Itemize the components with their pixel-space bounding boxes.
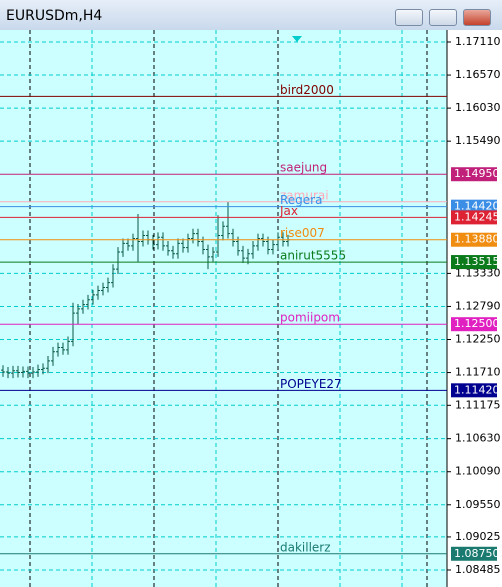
ohlc-bar [136, 214, 140, 262]
ohlc-bar [51, 346, 55, 366]
price-label-box [451, 232, 497, 247]
price-label-box [451, 317, 497, 332]
y-tick-label: 1.12250 [455, 333, 501, 346]
shift-marker [292, 36, 302, 42]
price-label: 1.12500 [454, 317, 500, 330]
y-tick-label: 1.13330 [455, 266, 501, 279]
ohlc-bar [21, 366, 25, 378]
ohlc-bar [121, 238, 125, 257]
ohlc-bar [191, 228, 195, 244]
ohlc-bar [211, 247, 215, 262]
ohlc-bar [231, 228, 235, 247]
ohlc-bar [276, 232, 280, 250]
ohlc-bar [6, 367, 10, 379]
ohlc-bar [106, 277, 110, 293]
ohlc-bar [46, 356, 50, 374]
y-tick-label: 1.11710 [455, 366, 501, 379]
level-name: pomiipom [280, 311, 340, 325]
price-label: 1.13880 [454, 233, 500, 246]
ohlc-bar [96, 285, 100, 300]
price-label-box [451, 546, 497, 561]
maximize-button[interactable] [429, 9, 457, 26]
ohlc-bar [186, 233, 190, 253]
ohlc-bar [256, 233, 260, 251]
ohlc-bar [141, 230, 145, 247]
ohlc-bar [101, 282, 105, 296]
ohlc-bar [56, 342, 60, 357]
ohlc-bar [16, 365, 20, 378]
ohlc-bar [206, 244, 210, 270]
ohlc-bar [241, 245, 245, 263]
ohlc-bar [11, 365, 15, 379]
ohlc-bar [61, 342, 65, 355]
y-tick-label: 1.12790 [455, 299, 501, 312]
price-label-box [451, 255, 497, 270]
y-tick-label: 1.09025 [455, 530, 501, 543]
price-label-box [451, 167, 497, 182]
plot-background [0, 30, 447, 587]
price-label-box [451, 210, 497, 225]
price-label: 1.14420 [454, 200, 500, 213]
y-tick-label: 1.10090 [455, 465, 501, 478]
y-tick-label: 1.09550 [455, 498, 501, 511]
y-tick-label: 1.17110 [455, 35, 501, 48]
ohlc-bar [221, 221, 225, 241]
ohlc-bar [131, 233, 135, 251]
ohlc-bar [271, 239, 275, 255]
ohlc-bar [1, 365, 5, 377]
y-tick-label: 1.11175 [455, 398, 501, 411]
ohlc-bar [181, 238, 185, 253]
price-label: 1.13515 [454, 255, 500, 268]
level-name: rise007 [280, 226, 325, 240]
ohlc-bar [226, 201, 230, 239]
price-label: 1.14950 [454, 167, 500, 180]
level-name: anirut5555 [280, 249, 346, 263]
window-title: EURUSDm,H4 [6, 8, 103, 24]
y-tick-label: 1.15490 [455, 134, 501, 147]
level-name: bird2000 [280, 83, 334, 97]
price-label-box [451, 383, 497, 398]
level-name: Jax [279, 204, 298, 218]
ohlc-bar [116, 247, 120, 275]
ohlc-bar [36, 364, 40, 377]
ohlc-bar [161, 232, 165, 251]
level-name: zamurai [280, 188, 329, 202]
ohlc-bar [251, 240, 255, 259]
chart: 1.17110 1.16570 1.16030 1.15490 1.13330 1.127… [0, 30, 502, 587]
ohlc-bar [126, 238, 130, 251]
price-label-box [451, 199, 497, 214]
level-name: saejung [280, 161, 327, 175]
ohlc-bar [176, 238, 180, 259]
ohlc-bar [41, 363, 45, 375]
price-label: 1.08750 [454, 547, 500, 560]
ohlc-bar [216, 215, 220, 257]
title-bar: EURUSDm,H4 [0, 0, 502, 30]
ohlc-bar [196, 228, 200, 247]
close-button[interactable] [463, 9, 491, 26]
ohlc-bar [66, 336, 70, 355]
level-name: Regera [280, 193, 322, 207]
y-tick-label: 1.08485 [455, 563, 501, 576]
level-name: dakillerz [280, 540, 331, 554]
ohlc-bar [166, 240, 170, 256]
ohlc-bar [76, 304, 80, 325]
ohlc-bar [31, 367, 35, 379]
ohlc-bar [91, 289, 95, 305]
ohlc-bar [26, 366, 30, 379]
minimize-button[interactable] [395, 9, 423, 26]
y-tick-label: 1.16030 [455, 101, 501, 114]
price-axis [447, 30, 502, 587]
price-label: 1.11420 [454, 383, 500, 396]
price-label: 1.14245 [454, 210, 500, 223]
ohlc-bar [171, 245, 175, 259]
vertical-grid [29, 30, 428, 587]
y-tick-label: 1.16570 [455, 68, 501, 81]
ohlc-bar [111, 264, 115, 288]
ohlc-bar [86, 294, 90, 310]
y-tick-label: 1.10630 [455, 432, 501, 445]
ohlc-bar [156, 232, 160, 250]
level-name: POPEYE27 [280, 377, 342, 391]
ohlc-bar [81, 299, 85, 314]
